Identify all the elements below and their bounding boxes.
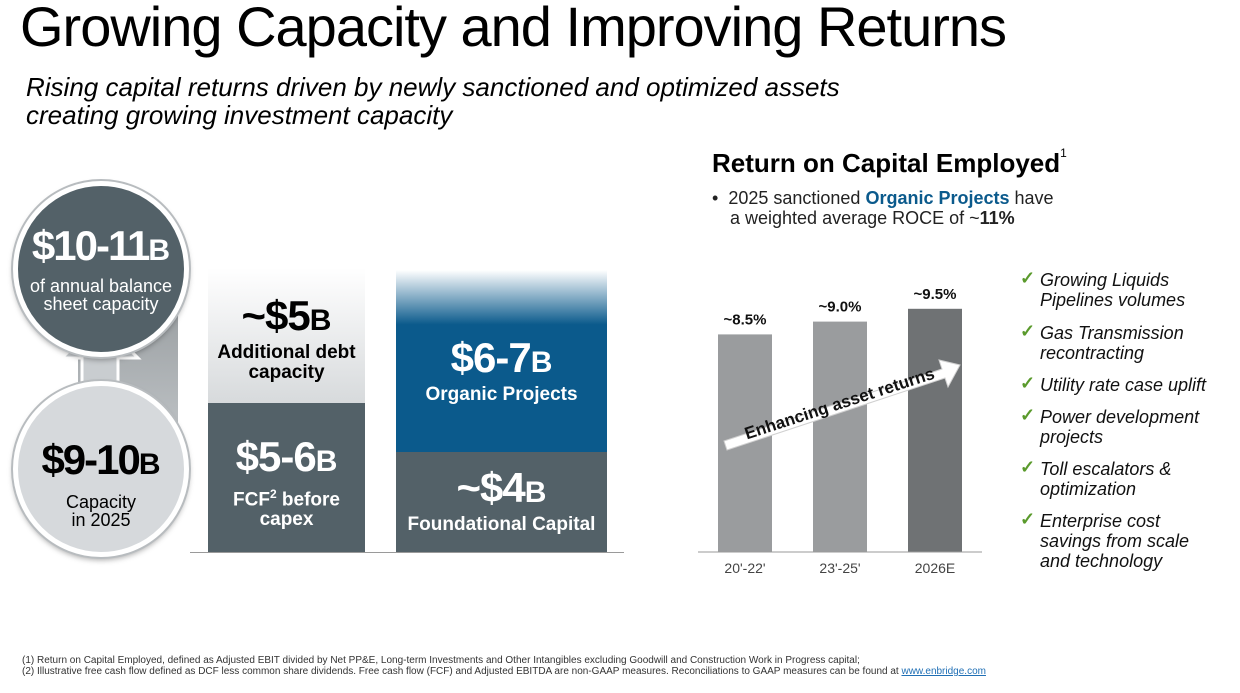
capacity-2025-label-1: Capacity: [65, 492, 137, 512]
fcf-label-2: capex: [259, 509, 314, 531]
organic-projects-label: Organic Projects: [425, 384, 578, 405]
fcf-label-1: FCF2 before: [233, 487, 340, 511]
roce-tick-label-2: 23'-25': [819, 560, 860, 576]
roce-heading: Return on Capital Employed1: [712, 146, 1067, 178]
fcf-block: $5-6B FCF2 before capex: [208, 403, 365, 552]
drivers-checklist: ✓ Growing Liquids Pipelines volumes ✓ Gas…: [1020, 268, 1207, 571]
fcf-value: $5-6B: [235, 433, 338, 480]
roce-tick-label-1: 20'-22': [724, 560, 765, 576]
balance-sheet-capacity-value: $10-11B: [31, 222, 171, 269]
organic-projects-block: $6-7B Organic Projects: [396, 270, 607, 452]
capacity-2025-value: $9-10B: [41, 436, 161, 483]
enbridge-link[interactable]: www.enbridge.com: [901, 666, 986, 677]
debt-capacity-label-1: Additional debt: [217, 342, 356, 363]
debt-capacity-value: ~$5B: [241, 292, 332, 339]
balance-sheet-capacity-label-2: sheet capacity: [43, 294, 159, 314]
foundational-capital-block: ~$4B Foundational Capital: [396, 452, 607, 552]
roce-tick-label-3: 2026E: [915, 560, 955, 576]
page-title: Growing Capacity and Improving Returns: [20, 0, 1007, 58]
roce-data-label-2: ~9.0%: [819, 299, 862, 316]
balance-sheet-capacity-label-1: of annual balance: [29, 276, 173, 296]
roce-bar-3: [908, 308, 962, 552]
check-icon: ✓: [1020, 321, 1036, 341]
subtitle-line-1: Rising capital returns driven by newly s…: [26, 72, 840, 102]
check-icon: ✓: [1020, 373, 1036, 393]
foundational-capital-label: Foundational Capital: [407, 514, 596, 535]
debt-capacity-label-2: capacity: [248, 362, 325, 383]
check-icon: ✓: [1020, 457, 1036, 477]
foundational-capital-value: ~$4B: [456, 464, 547, 511]
subtitle-line-2: creating growing investment capacity: [26, 100, 453, 130]
roce-bullet-line-1: • 2025 sanctioned Organic Projects have: [712, 188, 1054, 208]
roce-data-label-1: ~8.5%: [724, 311, 767, 328]
check-icon: ✓: [1020, 405, 1036, 425]
footnotes: (1) Return on Capital Employed, defined …: [22, 655, 986, 677]
balance-sheet-capacity-circle: $10-11B of annual balance sheet capacity: [13, 181, 189, 357]
check-icon: ✓: [1020, 268, 1036, 288]
debt-capacity-block: ~$5B Additional debt capacity: [208, 268, 365, 403]
roce-bullet-line-2: a weighted average ROCE of ~11%: [730, 208, 1015, 228]
stack-baseline: [190, 552, 624, 553]
capacity-2025-circle: $9-10B Capacity in 2025: [13, 381, 189, 557]
roce-bar-chart: ~8.5%20'-22'~9.0%23'-25'~9.5%2026E Enhan…: [698, 286, 982, 576]
capacity-2025-label-2: in 2025: [71, 510, 131, 530]
footnote-2: (2) Illustrative free cash flow defined …: [22, 666, 986, 677]
check-icon: ✓: [1020, 509, 1036, 529]
organic-projects-value: $6-7B: [450, 334, 553, 381]
bullet-icon: •: [712, 188, 719, 208]
roce-bar-2: [813, 321, 867, 552]
footnote-1: (1) Return on Capital Employed, defined …: [22, 655, 860, 666]
roce-data-label-3: ~9.5%: [914, 286, 957, 303]
